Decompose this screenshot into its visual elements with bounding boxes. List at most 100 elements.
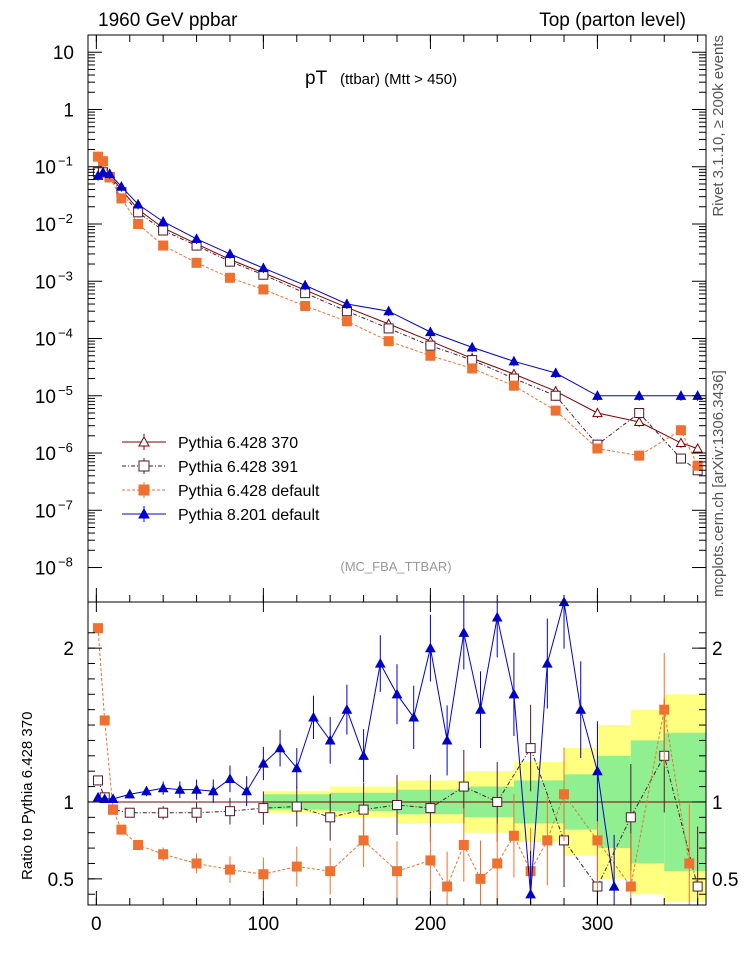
ratio-xtick-label: 0 [91,914,102,935]
ratio-point [308,711,319,722]
ratio-point [124,788,136,799]
ratio-line [97,601,615,895]
data-point [425,340,436,351]
ratio-point [116,824,127,835]
ratio-point [224,806,235,817]
ratio-point [93,775,104,786]
ratio-point [425,642,436,653]
data-point [466,341,478,352]
series-pythia-6-428-370 [92,166,703,454]
header-left: 1960 GeV ppbar [98,10,238,31]
ratio-panel: 0.5 0.5 1 1 2 2 0 100 200 300 Ratio to Pythia 6.4… [19,596,738,935]
plot-title-main: pT [305,68,328,89]
ratio-point [224,773,236,783]
ratio-point [258,869,269,880]
ratio-point [291,861,302,872]
data-point [467,363,478,374]
data-point [158,225,169,236]
ratio-point [341,704,353,714]
main-ytick-exponent: −5 [58,383,73,398]
header-right: Top (parton level) [539,10,686,31]
main-ytick-exponent: −4 [58,326,73,341]
ratio-point [374,657,386,668]
ratio-point [325,866,336,877]
ratio-point [525,743,536,754]
mcplots-label: mcplots.cern.ch [arXiv:1306.3436] [710,370,727,597]
ratio-point [508,830,519,841]
data-point [224,248,236,259]
ratio-point [441,734,453,745]
main-ytick-exponent: −3 [58,268,73,283]
ratio-ytick-label-left: 1 [63,793,74,814]
data-point [341,316,352,327]
legend-marker [138,460,150,472]
ratio-point [458,840,469,851]
ratio-xtick-label: 100 [248,914,280,935]
data-point [675,425,686,436]
legend-marker [138,435,150,447]
ratio-ytick-label-left: 2 [63,639,74,660]
ratio-point [191,784,202,794]
main-ytick-label: 10 [35,559,56,580]
main-ytick-label: 10 [35,330,56,351]
data-point [191,233,202,243]
ratio-point [592,765,603,776]
ratio-xtick-label: 200 [415,914,447,935]
main-ytick-label: 10 [35,215,56,236]
data-point [692,442,703,453]
data-point [341,298,353,309]
data-point [633,416,645,426]
ratio-point [358,835,369,846]
ratio-point [392,866,402,877]
data-point [383,336,394,347]
data-point [224,272,235,283]
series-pythia-6-428-391 [93,167,703,476]
ratio-series-pythia-8-201-default [92,596,620,905]
data-point [157,216,169,226]
main-ytick-label: 1 [63,100,74,121]
ratio-point [158,807,169,818]
data-point [634,408,645,418]
ratio-point [224,864,235,875]
main-ytick-label: 10 [35,272,56,293]
main-ytick-label: 10 [53,43,74,64]
data-point [550,405,561,416]
plot-title-sub: (ttbar) (Mtt > 450) [340,71,457,88]
data-point [98,156,109,167]
ratio-point [157,782,169,793]
data-point [258,262,269,273]
ratio-point [93,623,104,634]
main-ytick-label: 10 [35,387,56,408]
data-point [508,380,519,391]
ratio-point [542,835,553,846]
ratio-point [442,881,453,892]
ratio-point [692,881,703,892]
main-ytick-exponent: −8 [58,555,73,570]
main-ytick-exponent: −2 [58,211,73,226]
ratio-ytick-label-right: 1 [712,793,723,814]
ratio-ytick-label-right: 0.5 [712,870,738,891]
ratio-point [108,804,119,815]
legend-marker [138,507,150,519]
data-point [133,219,144,229]
ratio-point [491,611,503,622]
series-line [97,156,699,466]
data-point [299,279,311,290]
main-ytick-exponent: −6 [58,440,73,455]
ratio-point [458,627,470,637]
ratio-point [425,803,436,814]
ratio-point [99,715,110,726]
data-point [116,181,127,191]
ratio-point [191,807,202,818]
main-ytick-label: 10 [35,444,56,465]
ratio-point [684,858,695,869]
ratio-ylabel: Ratio to Pythia 6.428 370 [19,712,36,880]
ratio-point [133,840,144,851]
ratio-point [392,800,402,811]
ratio-point [325,812,336,823]
ratio-point [358,750,369,760]
legend-label: Pythia 8.201 default [178,507,320,524]
ratio-point [158,849,169,860]
main-ytick-exponent: −7 [58,497,73,512]
